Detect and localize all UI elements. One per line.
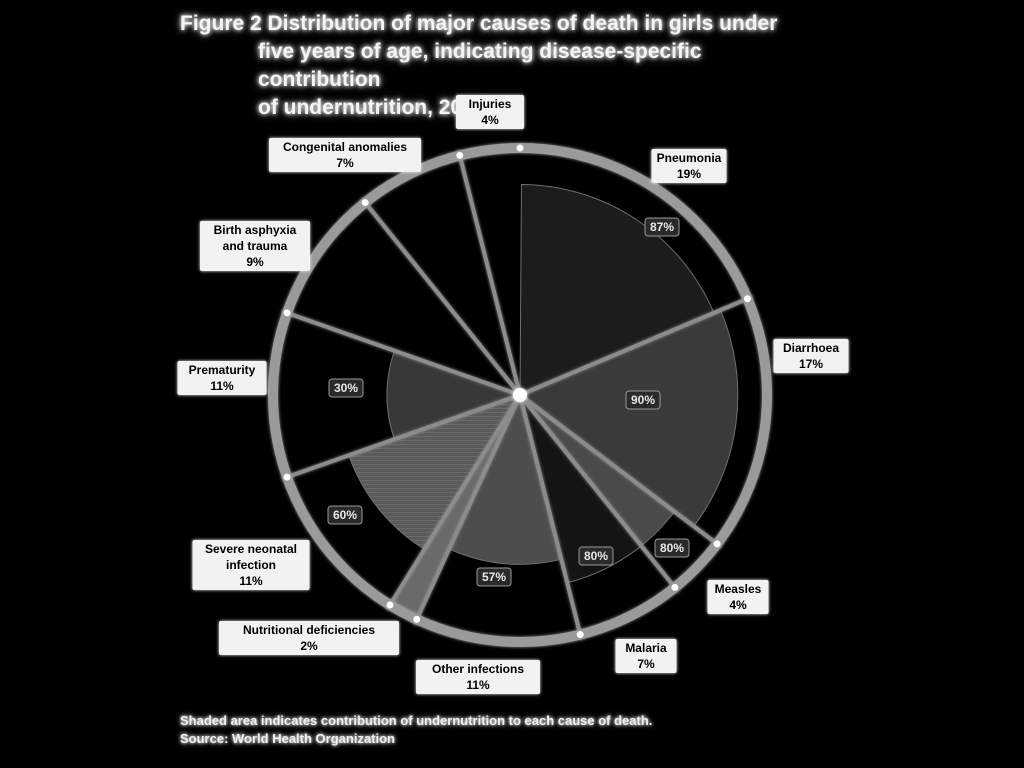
ring-marker-prematurity	[283, 473, 291, 481]
svg-text:Pneumonia: Pneumonia	[657, 151, 722, 165]
undernutrition-wedge-severe-neonatal-infection	[348, 394, 522, 550]
inner-label-severe-neonatal-infection: 60%	[327, 505, 363, 525]
svg-text:11%: 11%	[210, 379, 234, 393]
slice-label-other-infections: Other infections 11%	[416, 660, 540, 694]
svg-text:and trauma: and trauma	[223, 239, 288, 253]
undernutrition-wedge-pneumonia	[519, 183, 714, 396]
svg-text:11%: 11%	[466, 678, 490, 692]
divider-birth-asphyxia-and-trauma	[281, 309, 521, 397]
svg-text:57%: 57%	[482, 570, 506, 584]
svg-text:4%: 4%	[481, 113, 499, 127]
ring-marker-diarrhoea	[743, 295, 751, 303]
inner-label-prematurity: 30%	[328, 378, 364, 398]
ring-marker-severe-neonatal-infection	[386, 601, 394, 609]
inner-label-pneumonia: 87%	[644, 217, 680, 237]
chart-title-line-1: Figure 2 Distribution of major causes of…	[180, 12, 778, 35]
ring-marker-measles	[713, 540, 721, 548]
divider-nutritional-deficiencies	[412, 394, 522, 625]
slice-label-measles: Measles 4%	[707, 580, 769, 614]
divider-severe-neonatal-infection	[385, 393, 522, 611]
svg-text:Severe neonatal: Severe neonatal	[205, 542, 297, 556]
pie-slice-congenital-anomalies	[368, 160, 520, 395]
svg-text:30%: 30%	[334, 381, 358, 395]
divider-other-infections	[518, 394, 584, 640]
slice-label-diarrhoea: Diarrhoea 17%	[773, 339, 849, 373]
svg-text:Birth asphyxia: Birth asphyxia	[214, 223, 297, 237]
slice-label-severe-neonatal-infection: Severe neonatal infection 11%	[192, 540, 310, 590]
ring-marker-congenital-anomalies	[361, 199, 369, 207]
divider-prematurity	[281, 393, 521, 481]
svg-text:Prematurity: Prematurity	[189, 363, 256, 377]
slice-label-prematurity: Prematurity 11%	[177, 361, 267, 395]
chart-footnote: Shaded area indicates contribution of un…	[180, 712, 880, 748]
svg-text:7%: 7%	[637, 657, 655, 671]
svg-text:11%: 11%	[239, 574, 263, 588]
slice-label-injuries: Injuries 4%	[456, 95, 524, 129]
svg-text:17%: 17%	[799, 357, 823, 371]
svg-text:80%: 80%	[660, 541, 684, 555]
svg-text:19%: 19%	[677, 167, 701, 181]
svg-text:Injuries: Injuries	[469, 97, 512, 111]
chart-title-line-3: of undernutrition, 2010	[258, 96, 486, 119]
divider-malaria	[518, 393, 680, 593]
svg-text:9%: 9%	[246, 255, 264, 269]
divider-diarrhoea	[519, 294, 753, 397]
undernutrition-wedge-prematurity	[386, 351, 522, 439]
inner-label-diarrhoea: 90%	[625, 390, 661, 410]
divider-injuries	[456, 150, 522, 396]
ring-marker-injuries	[456, 151, 464, 159]
svg-text:Congenital anomalies: Congenital anomalies	[283, 140, 407, 154]
inner-percent-labels: 87% 90% 80% 80% 57% 60% 30%	[327, 217, 690, 587]
ring-marker-birth-asphyxia-and-trauma	[283, 309, 291, 317]
slice-labels: Pneumonia 19% Diarrhoea 17% Measles 4% Malaria…	[177, 95, 849, 694]
undernutrition-wedge-diarrhoea	[518, 310, 739, 526]
undernutrition-wedge-other-infections	[449, 393, 561, 565]
svg-text:87%: 87%	[650, 220, 674, 234]
svg-text:2%: 2%	[300, 639, 318, 653]
divider-congenital-anomalies	[360, 197, 522, 397]
ring-marker-pneumonia	[516, 144, 524, 152]
ring-marker-nutritional-deficiencies	[413, 615, 421, 623]
footnote-line-2: Source: World Health Organization	[180, 731, 396, 746]
pie-dividers	[281, 143, 753, 640]
svg-text:60%: 60%	[333, 508, 357, 522]
slice-label-congenital-anomalies: Congenital anomalies 7%	[269, 138, 421, 172]
chart-title: Figure 2 Distribution of major causes of…	[180, 10, 820, 122]
slice-label-pneumonia: Pneumonia 19%	[651, 149, 727, 183]
divider-measles	[518, 393, 723, 549]
footnote-line-1: Shaded area indicates contribution of un…	[180, 713, 653, 728]
svg-text:Malaria: Malaria	[625, 641, 667, 655]
pie-center-hub	[513, 388, 527, 402]
svg-text:80%: 80%	[584, 549, 608, 563]
slice-label-birth-asphyxia-and-trauma: Birth asphyxia and trauma 9%	[200, 221, 310, 271]
ring-marker-other-infections	[576, 631, 584, 639]
undernutrition-shading	[348, 183, 739, 615]
svg-text:7%: 7%	[336, 156, 354, 170]
svg-text:90%: 90%	[631, 393, 655, 407]
svg-text:infection: infection	[226, 558, 276, 572]
svg-text:Other infections: Other infections	[432, 662, 524, 676]
pie-outer-ring	[268, 143, 772, 647]
slice-label-malaria: Malaria 7%	[615, 639, 677, 673]
chart-title-line-2: five years of age, indicating disease-sp…	[258, 40, 702, 91]
svg-text:Measles: Measles	[715, 582, 762, 596]
inner-label-measles: 80%	[654, 538, 690, 558]
svg-text:Nutritional deficiencies: Nutritional deficiencies	[243, 623, 375, 637]
inner-label-malaria: 80%	[578, 546, 614, 566]
pie-slice-birth-asphyxia-and-trauma	[291, 206, 520, 395]
inner-label-other-infections: 57%	[476, 567, 512, 587]
slice-label-nutritional-deficiencies: Nutritional deficiencies 2%	[219, 621, 399, 655]
svg-text:4%: 4%	[729, 598, 747, 612]
ring-marker-malaria	[671, 583, 679, 591]
svg-text:Diarrhoea: Diarrhoea	[783, 341, 839, 355]
